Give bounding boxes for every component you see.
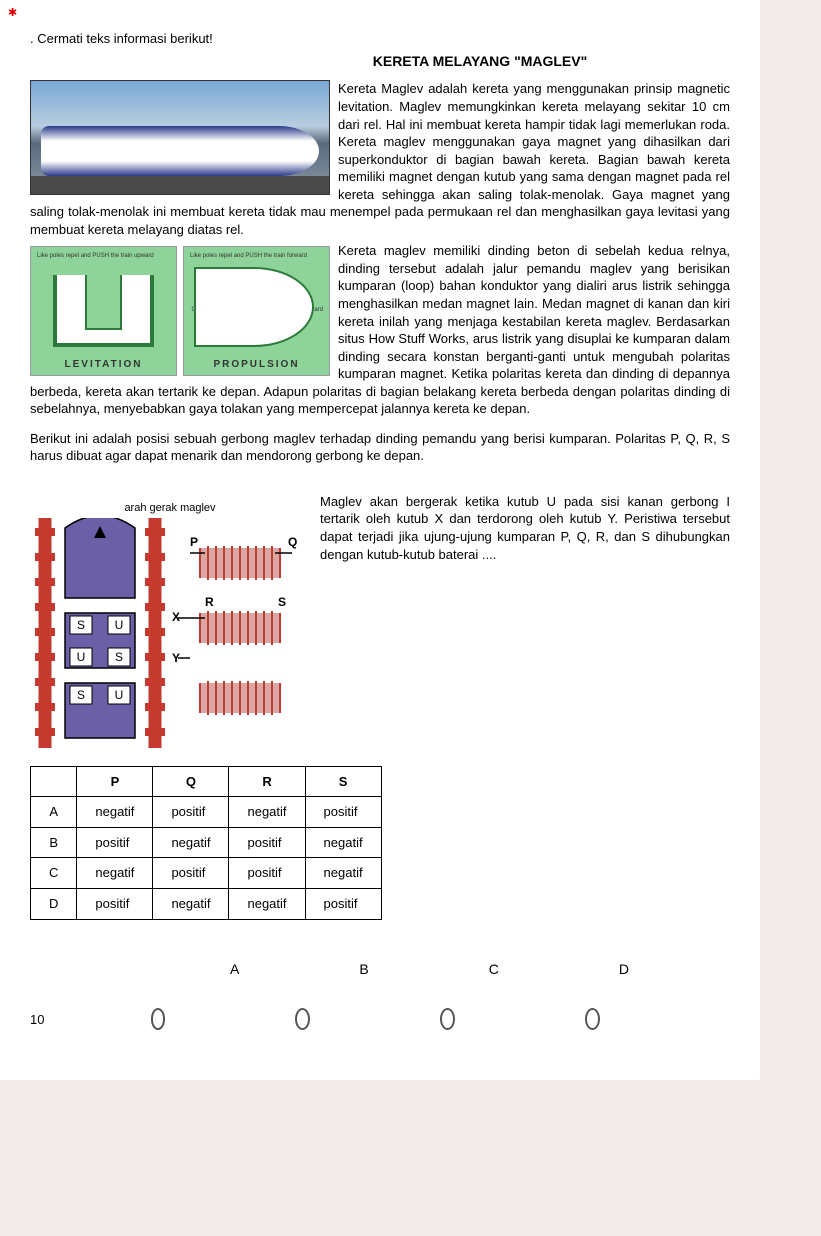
question-figure-block: arah gerak maglev <box>30 493 730 754</box>
svg-text:S: S <box>77 688 85 702</box>
svg-text:X: X <box>172 610 180 624</box>
col-S: S <box>305 766 381 797</box>
answer-options-table: P Q R S A negatif positif negatif positi… <box>30 766 382 920</box>
instruction-text: . Cermati teks informasi berikut! <box>30 30 730 48</box>
table-row: A negatif positif negatif positif <box>31 797 382 828</box>
col-R: R <box>229 766 305 797</box>
maglev-photo <box>30 80 330 195</box>
choice-label-C: C <box>489 960 499 979</box>
table-row: D positif negatif negatif positif <box>31 888 382 919</box>
col-P: P <box>77 766 153 797</box>
svg-text:S: S <box>115 650 123 664</box>
choice-label-B: B <box>359 960 368 979</box>
coil-diagram: arah gerak maglev <box>30 501 310 748</box>
svg-text:Y: Y <box>172 651 180 665</box>
radio-option-D[interactable] <box>585 1008 600 1030</box>
article-body: Kereta Maglev adalah kereta yang menggun… <box>30 80 730 417</box>
svg-text:Q: Q <box>288 535 297 549</box>
svg-text:R: R <box>205 595 214 609</box>
article-title: KERETA MELAYANG "MAGLEV" <box>230 52 730 71</box>
levitation-propulsion-diagram: Like poles repel and PUSH the train upwa… <box>30 246 330 376</box>
svg-text:S: S <box>77 618 85 632</box>
radio-option-B[interactable] <box>295 1008 310 1030</box>
table-header-row: P Q R S <box>31 766 382 797</box>
col-blank <box>31 766 77 797</box>
required-star: ✱ <box>8 6 17 21</box>
table-row: C negatif positif positif negatif <box>31 858 382 889</box>
levitation-panel: Like poles repel and PUSH the train upwa… <box>30 246 177 376</box>
svg-text:U: U <box>77 650 86 664</box>
svg-text:S: S <box>278 595 286 609</box>
choice-label-A: A <box>230 960 239 979</box>
answer-radio-row: 10 <box>30 1008 730 1060</box>
table-row: B positif negatif positif negatif <box>31 827 382 858</box>
direction-label: arah gerak maglev <box>30 501 310 516</box>
propulsion-panel: Like poles repel and PUSH the train forw… <box>183 246 330 376</box>
radio-option-C[interactable] <box>440 1008 455 1030</box>
svg-text:U: U <box>115 688 124 702</box>
choice-label-D: D <box>619 960 629 979</box>
document-page: ✱ . Cermati teks informasi berikut! KERE… <box>0 0 760 1080</box>
paragraph-3: Berikut ini adalah posisi sebuah gerbong… <box>30 430 730 465</box>
question-number: 10 <box>30 1011 151 1029</box>
radio-option-A[interactable] <box>151 1008 166 1030</box>
svg-text:P: P <box>190 535 198 549</box>
svg-text:U: U <box>115 618 124 632</box>
col-Q: Q <box>153 766 229 797</box>
choice-labels-row: A B C D <box>30 960 730 979</box>
